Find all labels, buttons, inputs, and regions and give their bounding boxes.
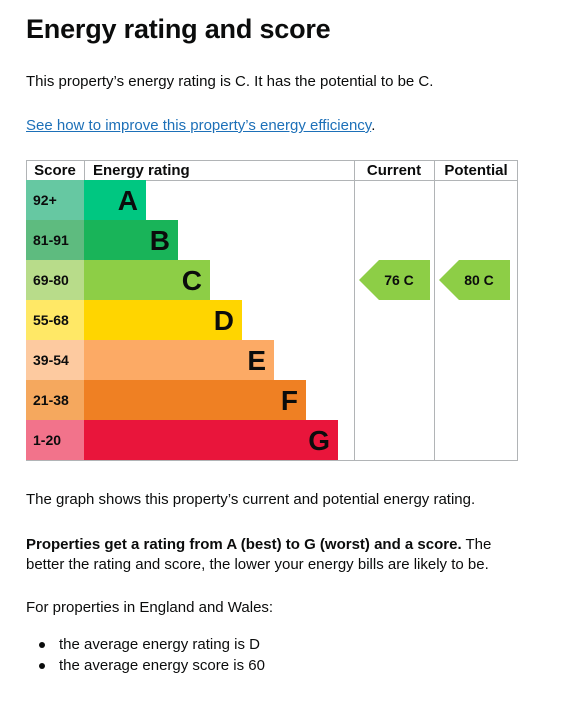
page-title: Energy rating and score <box>26 14 331 44</box>
band-bar-e <box>84 340 274 380</box>
band-letter-b: B <box>150 225 170 256</box>
band-bar-f <box>84 380 306 420</box>
rating-explanation-bold: Properties get a rating from A (best) to… <box>26 536 462 553</box>
band-letter-f: F <box>281 385 298 416</box>
rating-explanation: Properties get a rating from A (best) to… <box>26 535 526 575</box>
score-range-g: 1-20 <box>33 432 61 448</box>
england-wales-heading: For properties in England and Wales: <box>26 599 274 616</box>
header-energy-rating: Energy rating <box>93 162 190 179</box>
rating-summary: This property’s energy rating is C. It h… <box>26 73 434 90</box>
average-rating-item: the average energy rating is D <box>26 634 265 655</box>
score-range-f: 21-38 <box>33 392 69 408</box>
score-cell-c <box>26 260 84 300</box>
band-bar-b <box>84 220 178 260</box>
band-bar-d <box>84 300 242 340</box>
score-cell-a <box>26 180 84 220</box>
header-score: Score <box>34 162 76 179</box>
score-range-c: 69-80 <box>33 272 69 288</box>
score-cell-e <box>26 340 84 380</box>
header-potential: Potential <box>444 162 507 179</box>
averages-list: the average energy rating is D the avera… <box>26 634 265 676</box>
average-score-item: the average energy score is 60 <box>26 655 265 676</box>
score-cell-g <box>26 420 84 460</box>
potential-marker-label: 80 C <box>464 272 494 288</box>
band-letter-e: E <box>247 345 266 376</box>
rating-explanation-rest: The better the rating and score, the low… <box>26 536 492 573</box>
score-range-e: 39-54 <box>33 352 69 368</box>
score-cell-b <box>26 220 84 260</box>
band-bar-c <box>84 260 210 300</box>
improve-efficiency-link[interactable]: See how to improve this property’s energ… <box>26 117 372 134</box>
potential-marker <box>439 260 510 300</box>
link-suffix: . <box>371 117 376 134</box>
score-range-a: 92+ <box>33 192 57 208</box>
header-current: Current <box>367 162 421 179</box>
current-marker <box>359 260 430 300</box>
band-bar-a <box>84 180 146 220</box>
band-letter-g: G <box>308 425 330 456</box>
band-bar-g <box>84 420 338 460</box>
score-range-d: 55-68 <box>33 312 69 328</box>
graph-caption: The graph shows this property’s current … <box>26 491 476 508</box>
band-letter-c: C <box>182 265 202 296</box>
score-cell-f <box>26 380 84 420</box>
energy-rating-graph: Score Energy rating Current Potential 92+ A 81… <box>26 160 518 461</box>
current-marker-label: 76 C <box>384 272 414 288</box>
score-range-b: 81-91 <box>33 232 69 248</box>
energy-rating-chart: Score Energy rating Current Potential 92+ A 81… <box>26 160 518 461</box>
improve-link-line: See how to improve this property’s energ… <box>26 117 375 134</box>
band-letter-d: D <box>214 305 234 336</box>
band-letter-a: A <box>118 185 138 216</box>
score-cell-d <box>26 300 84 340</box>
